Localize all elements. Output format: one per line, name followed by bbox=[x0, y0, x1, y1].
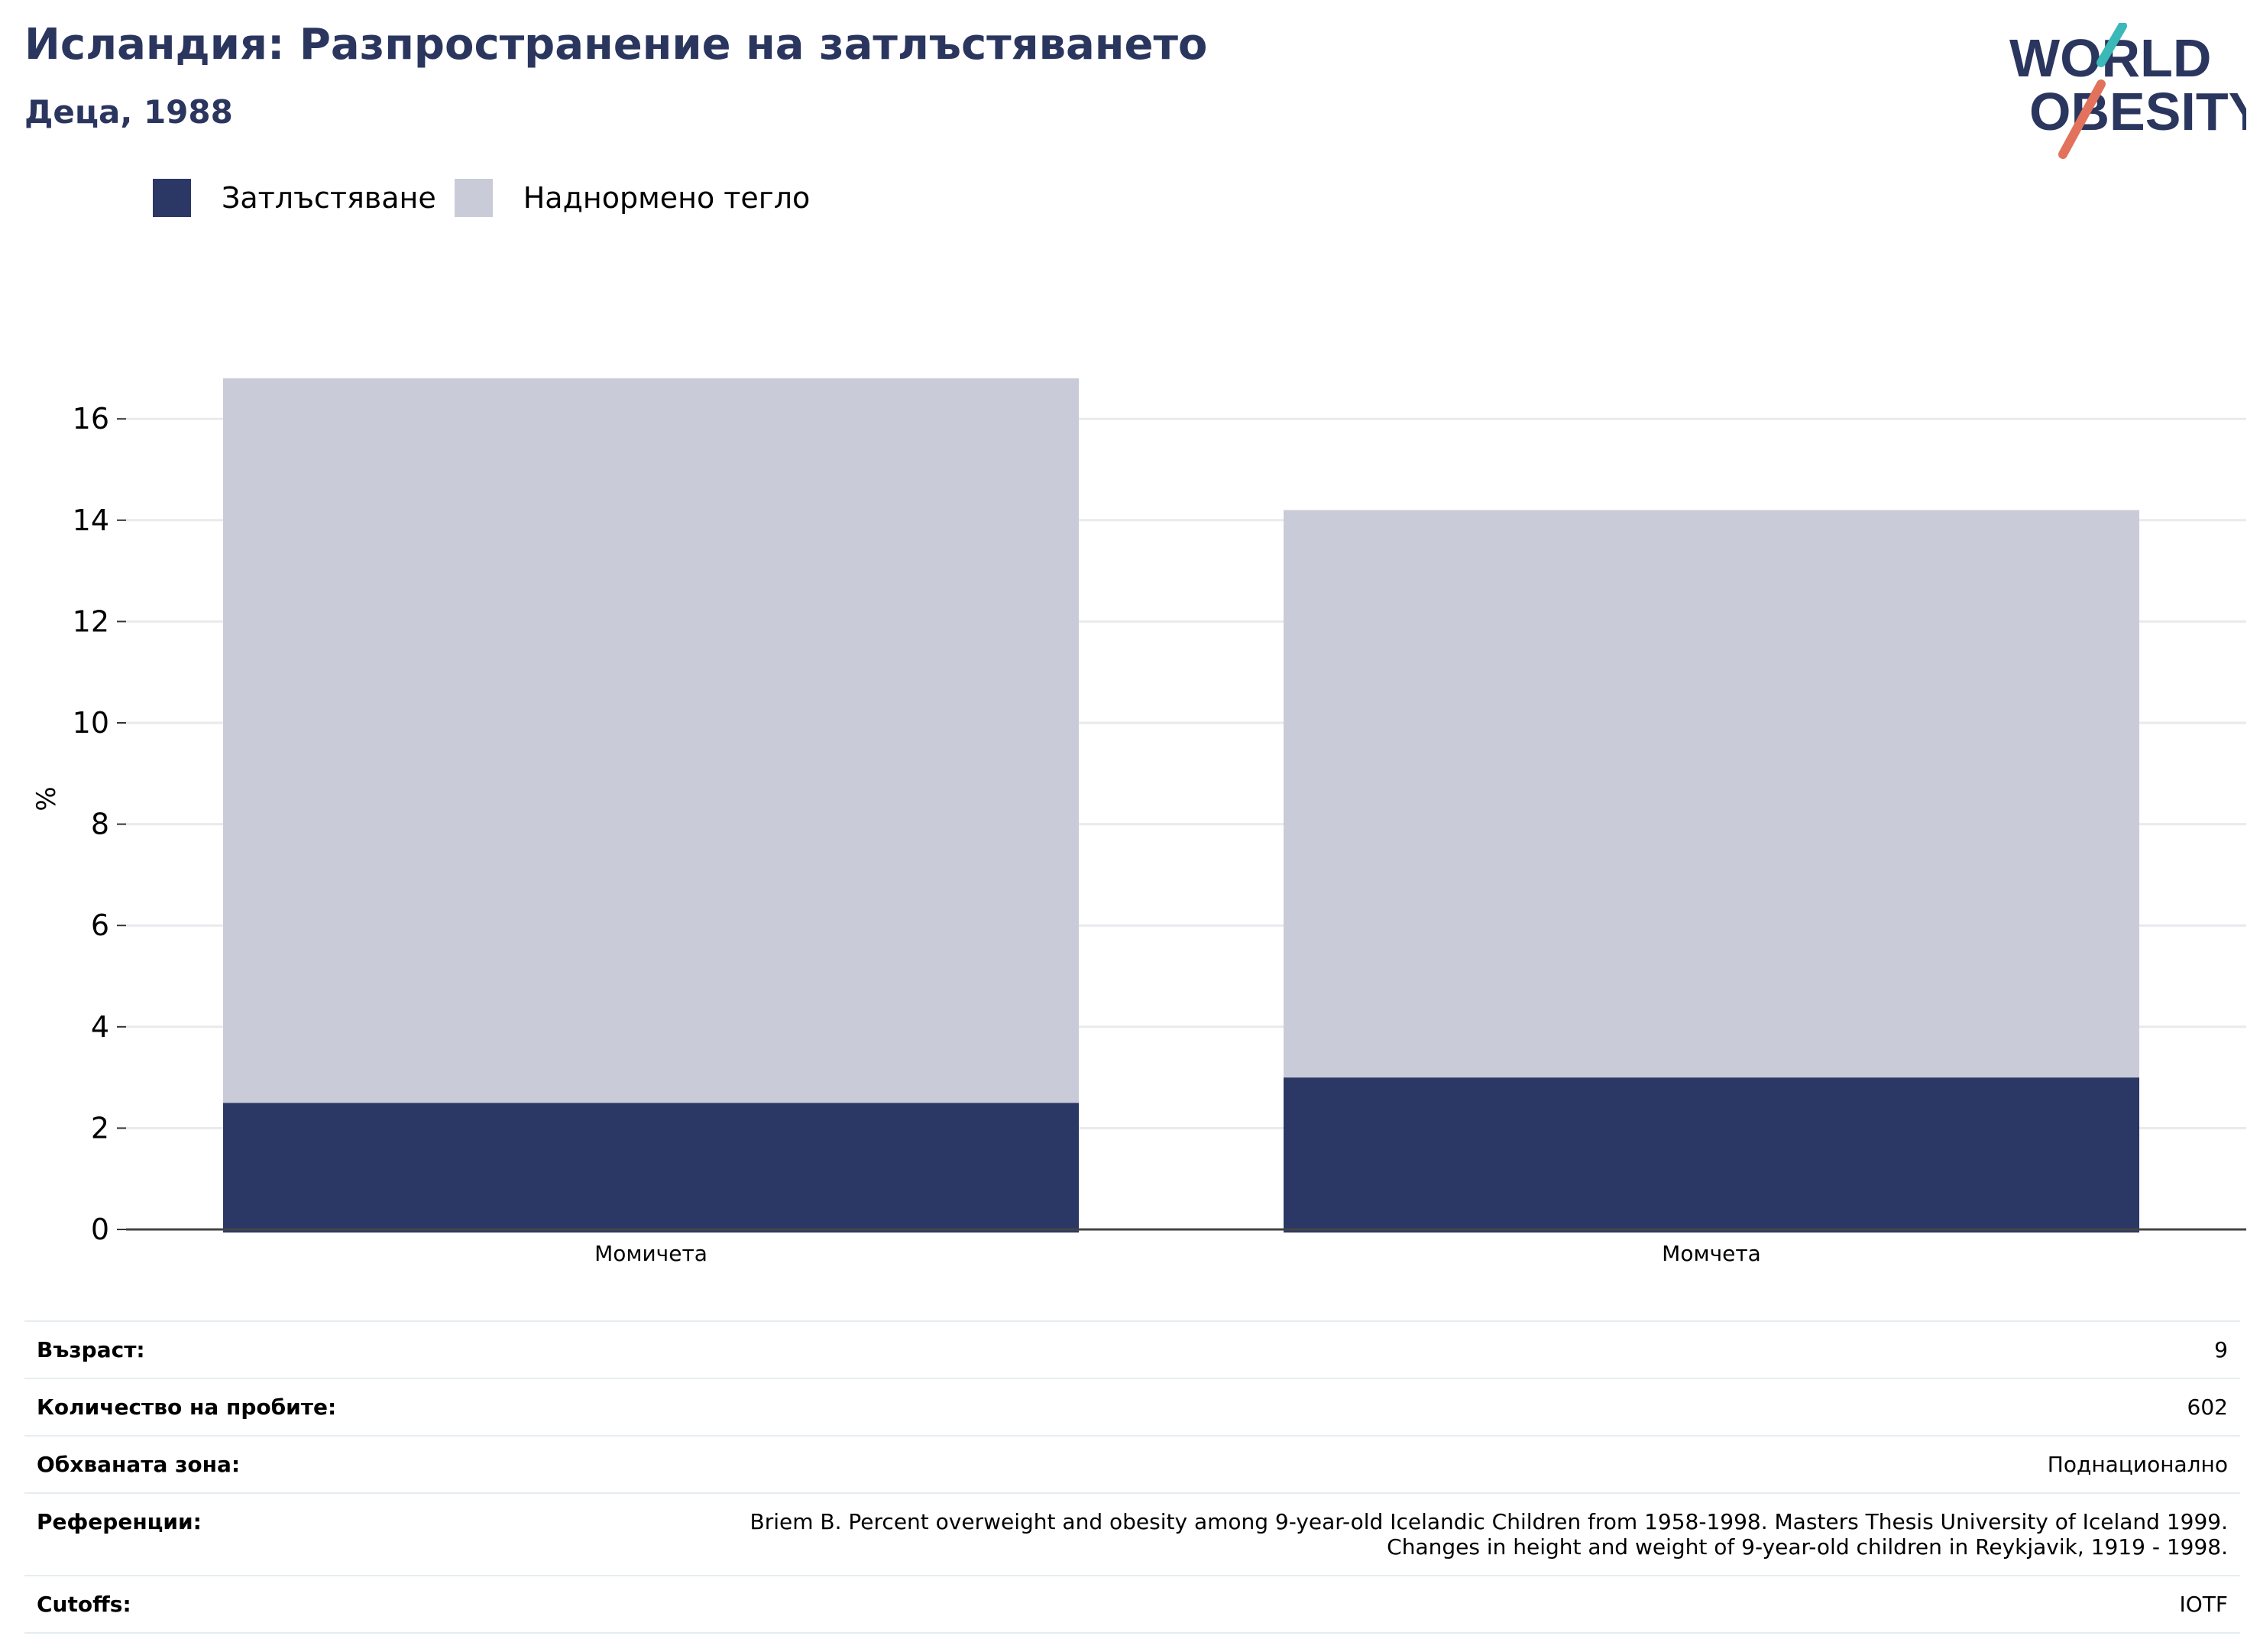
logo-text-obesity: OBESITY bbox=[2029, 82, 2246, 141]
info-value: IOTF bbox=[2179, 1592, 2228, 1617]
y-tick-label-14: 14 bbox=[73, 504, 109, 537]
info-row: Cutoffs: IOTF bbox=[24, 1575, 2240, 1634]
info-value-line: 602 bbox=[2187, 1394, 2228, 1420]
chart-subtitle: Деца, 1988 bbox=[24, 93, 233, 131]
info-value: Briem B. Percent overweight and obesity … bbox=[750, 1509, 2229, 1560]
info-value-line: Поднационално bbox=[2047, 1452, 2228, 1477]
bar-overweight-0 bbox=[223, 378, 1079, 1103]
info-key: Cutoffs: bbox=[37, 1592, 131, 1617]
legend-swatch-overweight bbox=[454, 179, 493, 217]
info-value: Поднационално bbox=[2048, 1452, 2228, 1477]
info-value-line: Changes in height and weight of 9-year-o… bbox=[1387, 1534, 2228, 1560]
legend-label-obesity: Затлъстяване bbox=[222, 181, 436, 215]
legend-swatch-obesity bbox=[153, 179, 191, 217]
info-row: Възраст: 9 bbox=[24, 1320, 2240, 1378]
y-tick-label-8: 8 bbox=[91, 808, 109, 841]
legend-label-overweight: Наднормено тегло bbox=[523, 181, 811, 215]
y-tick-label-16: 16 bbox=[73, 402, 109, 436]
x-tick-label-0: Момичета bbox=[594, 1241, 707, 1266]
info-value-line: IOTF bbox=[2179, 1592, 2228, 1617]
info-key: Обхваната зона: bbox=[37, 1452, 241, 1477]
info-key: Количество на пробите: bbox=[37, 1394, 337, 1420]
bar-obesity-1 bbox=[1284, 1077, 2139, 1233]
logo-stroke-red bbox=[2058, 79, 2106, 159]
info-value: 602 bbox=[2187, 1394, 2228, 1420]
y-tick-label-0: 0 bbox=[91, 1213, 109, 1246]
y-tick-label-6: 6 bbox=[91, 909, 109, 942]
y-axis-label: % bbox=[31, 786, 62, 811]
x-tick-label-1: Момчета bbox=[1662, 1241, 1761, 1266]
world-obesity-logo: WORLD OBESITY bbox=[2009, 23, 2246, 159]
y-tick-label-12: 12 bbox=[73, 604, 109, 638]
info-table: Възраст: 9 Количество на пробите: 602 Обхван… bbox=[24, 1320, 2240, 1634]
info-row: Референции: Briem B. Percent overweight a… bbox=[24, 1492, 2240, 1575]
y-tick-label-10: 10 bbox=[73, 706, 109, 740]
info-key: Референции: bbox=[37, 1509, 202, 1534]
info-value: 9 bbox=[2214, 1337, 2228, 1362]
info-key: Възраст: bbox=[37, 1337, 145, 1362]
logo-stroke-teal bbox=[2096, 23, 2127, 67]
y-tick-label-4: 4 bbox=[91, 1010, 109, 1044]
info-row: Количество на пробите: 602 bbox=[24, 1378, 2240, 1435]
info-value-line: 9 bbox=[2214, 1337, 2228, 1362]
logo-text-world: WORLD bbox=[2009, 28, 2211, 88]
bar-obesity-0 bbox=[223, 1103, 1079, 1233]
legend-item-obesity[interactable]: Затлъстяване bbox=[153, 179, 436, 217]
legend-item-overweight[interactable]: Наднормено тегло bbox=[454, 179, 811, 217]
info-row: Обхваната зона: Поднационално bbox=[24, 1435, 2240, 1492]
legend: Затлъстяване Наднормено тегло bbox=[153, 179, 828, 217]
bar-overweight-1 bbox=[1284, 510, 2139, 1078]
chart-title: Исландия: Разпространение на затлъстяван… bbox=[24, 20, 1208, 70]
info-value-line: Briem B. Percent overweight and obesity … bbox=[750, 1509, 2229, 1534]
stacked-bar-chart: 0 2 4 6 8 10 12 14 16% Момичета Момчета bbox=[31, 378, 2246, 1266]
y-tick-label-2: 2 bbox=[91, 1111, 109, 1145]
